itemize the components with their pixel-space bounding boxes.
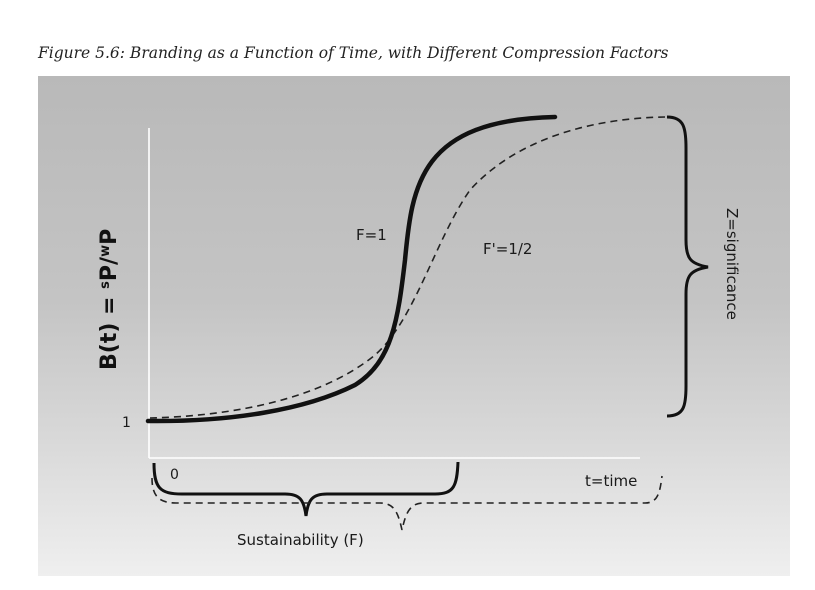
figure-caption: Figure 5.6: Branding as a Function of Ti… — [38, 44, 669, 62]
significance-brace — [666, 115, 709, 418]
dashed-curve-label: F'=1/2 — [483, 240, 532, 258]
dashed-curve-f-half — [149, 116, 666, 419]
y-tick-one: 1 — [122, 415, 131, 431]
sustainability-brace-dashed — [151, 475, 663, 531]
x-tick-zero: 0 — [170, 467, 179, 483]
sustainability-brace-solid — [152, 461, 460, 517]
x-axis-label: t=time — [585, 472, 637, 490]
sustainability-label: Sustainability (F) — [237, 531, 364, 549]
y-axis-label: B(t) = sP/wP — [97, 229, 122, 370]
significance-label: Z=significance — [723, 208, 741, 320]
solid-curve-label: F=1 — [356, 226, 387, 244]
solid-curve-f-one — [145, 114, 558, 424]
